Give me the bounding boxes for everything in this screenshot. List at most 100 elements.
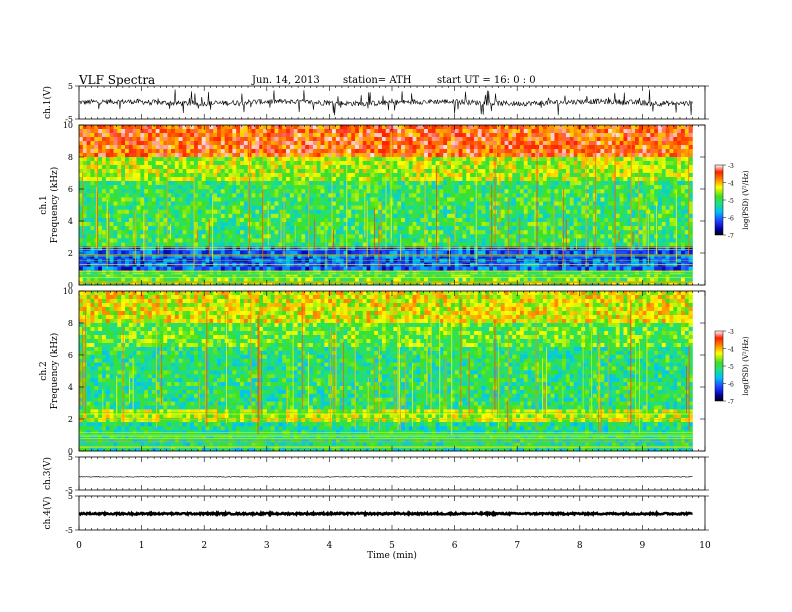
spectrogram-cell [596, 222, 601, 227]
spectrogram-cell [642, 169, 647, 174]
spectrogram-cell [569, 222, 574, 227]
spectrogram-cell [251, 137, 256, 142]
spectrogram-cell [128, 133, 133, 138]
spectrogram-cell [351, 213, 356, 219]
spectrogram-cell [435, 205, 440, 210]
waveform-trace [78, 89, 693, 116]
spectrogram-cell [661, 193, 666, 198]
spectrogram-cell [140, 209, 145, 215]
spectrogram-cell [205, 217, 210, 223]
spectrogram-cell [105, 205, 110, 210]
spectrogram-cell [339, 185, 344, 190]
spectrogram-cell [240, 238, 245, 243]
spectrogram-cell [496, 234, 502, 239]
spectrogram-cell [259, 205, 264, 210]
spectrogram-cell [454, 161, 459, 166]
spectrogram-cell [577, 238, 582, 243]
spectrogram-cell [171, 177, 176, 182]
spectrogram-cell [374, 222, 379, 227]
spectrogram-cell [573, 230, 578, 235]
spectrogram-cell [431, 169, 436, 174]
spectrogram-cell [155, 165, 160, 170]
spectrogram-cell [378, 145, 383, 150]
spectrogram-cell [125, 205, 130, 210]
spectrogram-cell [205, 209, 210, 215]
spectrogram-cell [615, 177, 620, 182]
spectrogram-cell [569, 129, 574, 134]
spectrogram-cell [370, 177, 375, 182]
spectrogram-cell [339, 145, 344, 150]
spectrogram-cell [623, 149, 628, 154]
spectrogram-cell [592, 185, 597, 190]
spectrogram-cell [404, 129, 410, 134]
spectrogram-cell [531, 222, 536, 227]
spectrogram-cell [309, 133, 314, 138]
spectrogram-cell [255, 157, 260, 162]
spectrogram-cell [362, 238, 367, 243]
spectrogram-cell [393, 234, 398, 239]
spectrogram-cell [178, 181, 183, 186]
spectrogram-cell [646, 165, 651, 170]
spectrogram-cell [209, 173, 214, 178]
spectrogram-cell [562, 137, 567, 142]
spectrogram-cell [178, 153, 183, 158]
spectrogram-cell [431, 234, 436, 239]
spectrogram-cell [604, 189, 609, 194]
spectrogram-cell [205, 149, 210, 154]
spectrogram-cell [615, 189, 620, 194]
spectrogram-cell [109, 137, 114, 142]
spectrogram-cell [431, 157, 436, 162]
spectrogram-cell [397, 157, 402, 162]
spectrogram-cell [282, 141, 287, 146]
spectrogram-cell [351, 234, 356, 239]
spectrogram-cell [592, 157, 597, 162]
spectrogram-cell [347, 133, 352, 138]
spectrogram-cell [665, 205, 670, 210]
spectrogram-cell [309, 125, 314, 130]
spectrogram-cell [171, 153, 176, 158]
spectrogram-cell [550, 193, 555, 198]
spectrogram-cell [174, 141, 179, 146]
spectrogram-cell [224, 145, 229, 150]
spectrogram-cell [362, 145, 367, 150]
spectrogram-cell [481, 153, 486, 158]
spectrogram-cell [596, 137, 601, 142]
spectrogram-cell [619, 217, 624, 223]
spectrogram-cell [301, 238, 306, 243]
spectrogram-cell [148, 209, 153, 215]
spectrogram-cell [577, 169, 582, 174]
spectrogram-cell [588, 177, 594, 182]
spectrogram-cell [558, 165, 563, 170]
spectrogram-cell [508, 157, 513, 162]
spectrogram-cell [381, 242, 387, 247]
spectrogram-cell [128, 161, 133, 166]
spectrogram-cell [416, 141, 421, 146]
spectrogram-cell [174, 242, 179, 247]
spectrogram-cell [366, 173, 371, 178]
spectrogram-cell [546, 125, 551, 130]
spectrogram-cell [450, 234, 456, 239]
spectrogram-cell [163, 137, 168, 142]
spectrogram-cell [148, 137, 153, 142]
spectrogram-cell [151, 145, 156, 150]
spectrogram-cell [197, 222, 202, 227]
spectrogram-cell [393, 201, 398, 206]
spectrogram-cell [259, 213, 264, 219]
spectrogram-cell [201, 173, 206, 178]
spectrogram-cell [619, 173, 624, 178]
spectrogram-cell [435, 230, 440, 235]
spectrogram-cell [197, 173, 202, 178]
spectrogram-cell [481, 209, 486, 215]
spectrogram-cell [642, 226, 647, 231]
spectrogram-cell [592, 226, 597, 231]
spectrogram-cell [136, 242, 141, 247]
spectrogram-cell [182, 213, 187, 219]
spectrogram-cell [355, 129, 360, 134]
spectrogram-cell [496, 217, 502, 223]
spectrogram-cell [316, 137, 321, 142]
spectrogram-cell [466, 242, 471, 247]
spectrogram-cell [140, 185, 145, 190]
spectrogram-cell [220, 141, 225, 146]
spectrogram-cell [90, 177, 95, 182]
spectrogram-cell [615, 185, 620, 190]
